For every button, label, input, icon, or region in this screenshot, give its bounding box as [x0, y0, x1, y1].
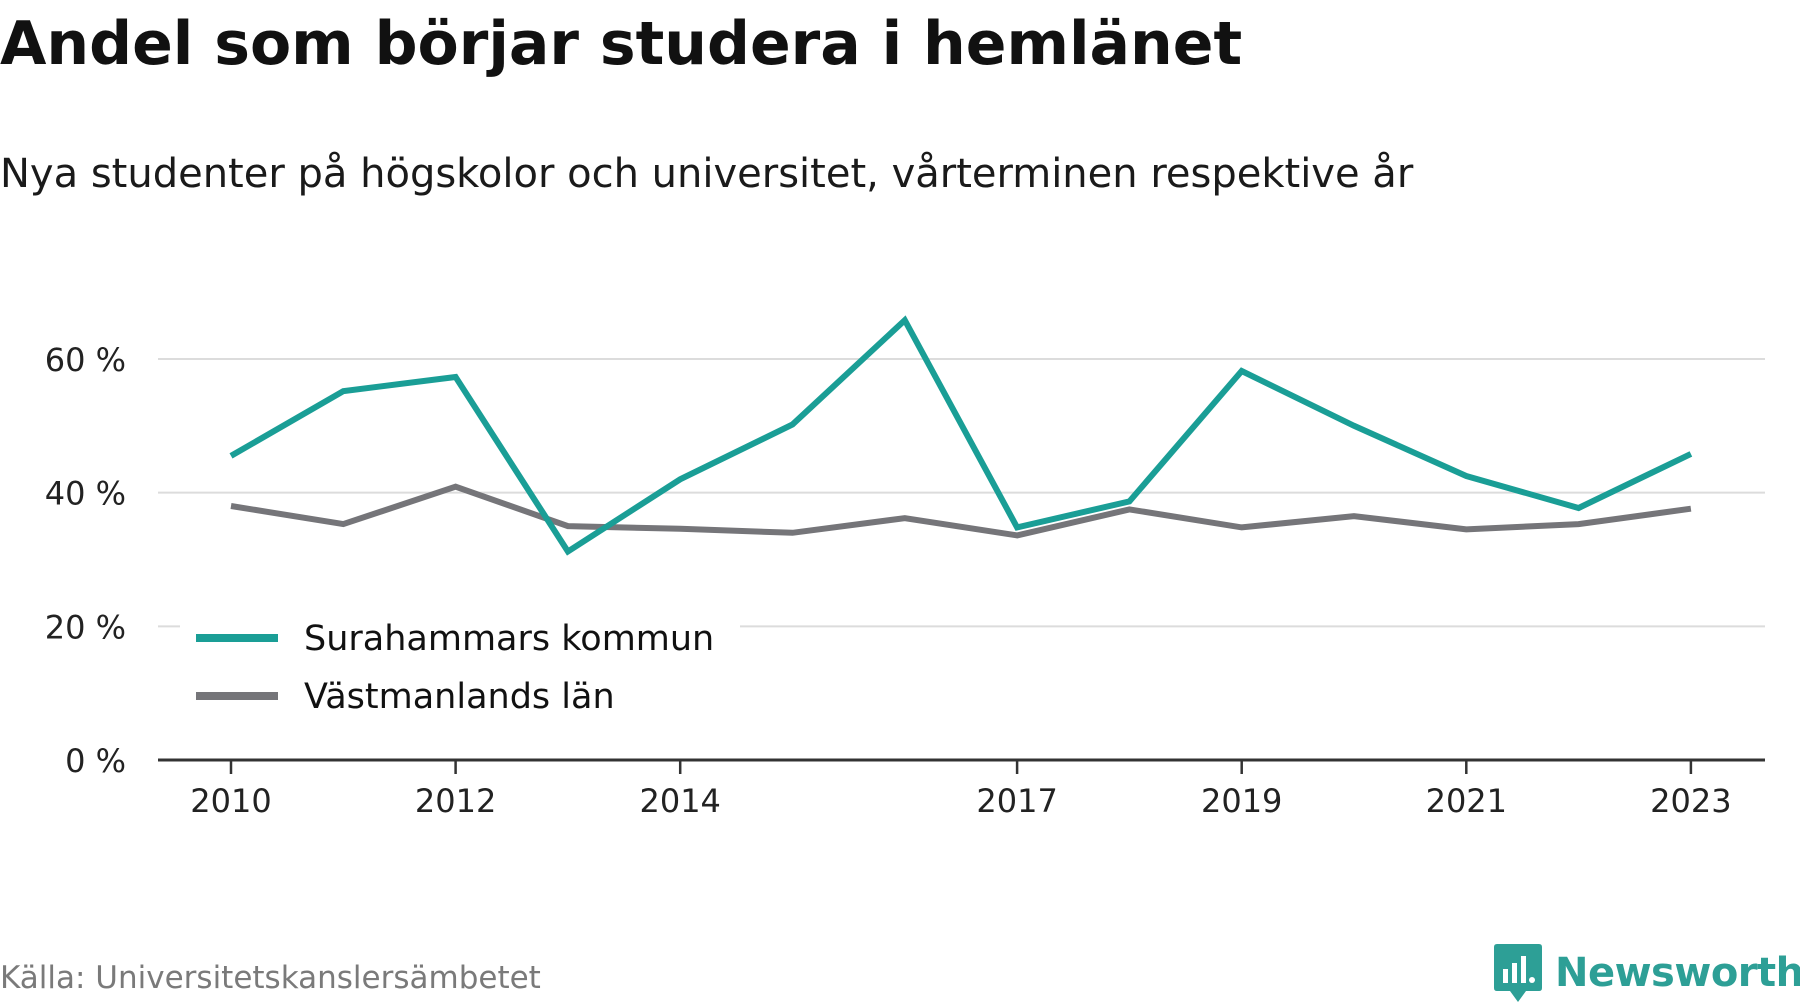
y-tick-label: 0 %	[65, 742, 126, 780]
y-tick-label: 60 %	[45, 341, 126, 379]
y-axis-tick-labels: 0 % 20 % 40 % 60 %	[45, 341, 126, 780]
legend-label: Surahammars kommun	[304, 619, 714, 659]
legend: Surahammars kommun Västmanlands län	[180, 604, 740, 734]
y-tick-label: 20 %	[45, 608, 126, 646]
y-tick-label: 40 %	[45, 475, 126, 513]
x-tick-label: 2017	[976, 782, 1057, 820]
legend-background	[180, 604, 740, 734]
x-axis: 2010 2012 2014 2017 2019 2021 2023	[158, 758, 1765, 820]
x-tick-label: 2023	[1650, 782, 1731, 820]
legend-label: Västmanlands län	[304, 677, 615, 717]
brand-name: Newsworthy	[1555, 950, 1800, 996]
x-tick-label: 2010	[190, 782, 271, 820]
series-lines	[229, 315, 1693, 556]
series-line-1	[229, 315, 1693, 556]
series-line-2	[230, 483, 1692, 539]
line-chart: 0 % 20 % 40 % 60 % 2010 2012 2014 2017 2019 2021…	[45, 315, 1765, 820]
page-subtitle: Nya studenter på högskolor och universit…	[0, 151, 1414, 197]
x-tick-label: 2014	[639, 782, 720, 820]
x-tick-label: 2021	[1426, 782, 1507, 820]
x-tick-label: 2012	[415, 782, 496, 820]
source-note: Källa: Universitetskanslersämbetet	[0, 960, 541, 996]
page-title: Andel som börjar studera i hemlänet	[0, 9, 1243, 79]
x-tick-label: 2019	[1201, 782, 1282, 820]
brand-logo: Newsworthy	[1493, 938, 1800, 1008]
newsworthy-logo-icon	[1494, 944, 1542, 1002]
